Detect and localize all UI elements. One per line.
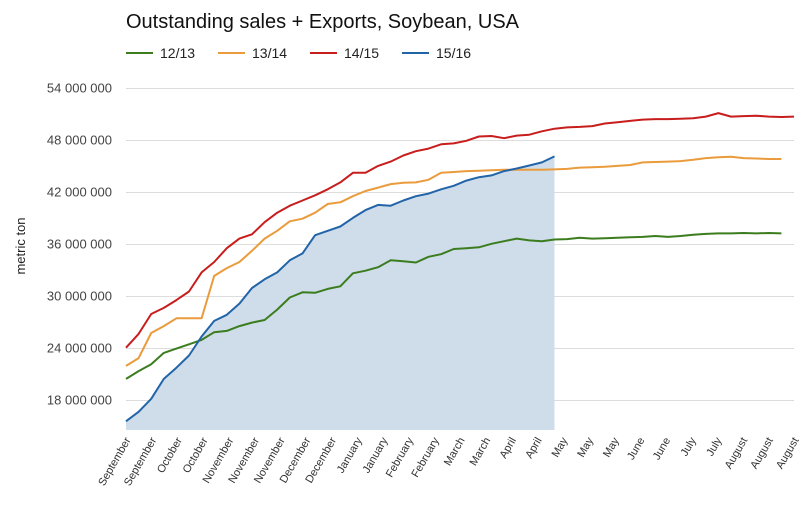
area-15-16 — [126, 156, 555, 430]
x-tick-label: May — [601, 435, 622, 459]
y-tick-label: 36 000 000 — [47, 237, 112, 252]
series-line-13-14 — [125, 155, 782, 367]
legend-label-15-16: 15/16 — [436, 45, 472, 61]
x-tick-label: June — [651, 435, 673, 462]
legend-swatch-12-13 — [126, 52, 153, 54]
x-tick-label: July — [679, 435, 699, 458]
legend-label-13-14: 13/14 — [252, 45, 288, 61]
x-tick-label: April — [498, 436, 519, 461]
legend-label-12-13: 12/13 — [160, 45, 196, 61]
x-tick-label: July — [704, 435, 724, 458]
y-tick-label: 18 000 000 — [47, 393, 112, 408]
legend-label-14-15: 14/15 — [344, 45, 380, 61]
series-line-14-15 — [125, 112, 795, 349]
x-tick-label: March — [468, 436, 494, 468]
y-tick-label: 54 000 000 — [47, 81, 112, 96]
y-tick-label: 24 000 000 — [47, 341, 112, 356]
y-axis-label: metric ton — [13, 217, 28, 274]
legend-swatch-13-14 — [218, 52, 245, 54]
chart-title: Outstanding sales + Exports, Soybean, US… — [126, 11, 519, 33]
x-tick-label: August — [774, 436, 802, 472]
legend-swatch-15-16 — [402, 52, 429, 54]
x-tick-label: June — [625, 435, 647, 462]
x-tick-label: May — [575, 435, 596, 459]
x-tick-label: April — [523, 436, 544, 461]
x-tick-label: August — [748, 435, 776, 471]
series-line-12-13 — [125, 232, 782, 380]
y-tick-label: 42 000 000 — [47, 185, 112, 200]
y-tick-label: 48 000 000 — [47, 133, 112, 148]
y-tick-label: 30 000 000 — [47, 289, 112, 304]
x-tick-label: May — [550, 435, 571, 459]
x-tick-label: March — [442, 436, 468, 468]
legend-swatch-14-15 — [310, 52, 337, 54]
series-line-15-16 — [125, 155, 555, 423]
x-tick-label: August — [723, 435, 751, 471]
